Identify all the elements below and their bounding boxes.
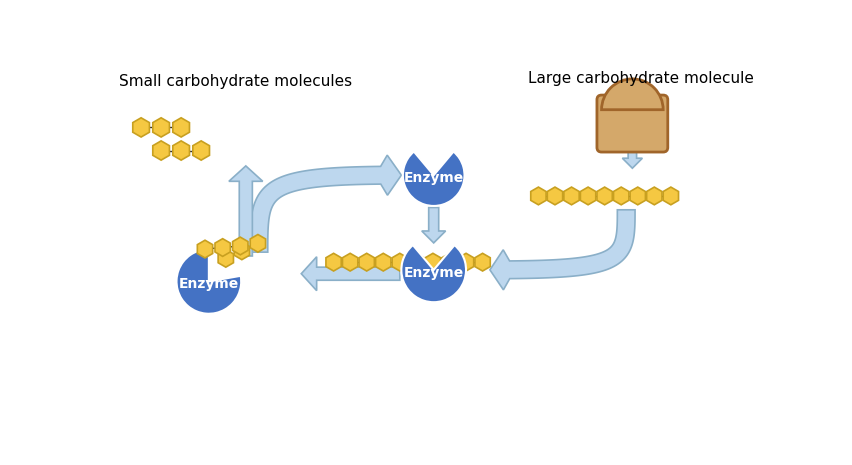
Text: Large carbohydrate molecule: Large carbohydrate molecule [527, 71, 753, 86]
Polygon shape [563, 187, 579, 205]
Polygon shape [475, 253, 490, 271]
Polygon shape [425, 253, 440, 271]
Polygon shape [530, 187, 545, 205]
Polygon shape [197, 240, 212, 258]
Polygon shape [622, 147, 642, 168]
Polygon shape [133, 118, 149, 137]
Polygon shape [215, 239, 230, 256]
Polygon shape [630, 187, 645, 205]
Polygon shape [489, 210, 634, 290]
Polygon shape [441, 253, 457, 271]
Polygon shape [662, 187, 677, 205]
Polygon shape [153, 141, 170, 160]
Text: Enzyme: Enzyme [403, 266, 463, 280]
Polygon shape [547, 187, 562, 205]
Wedge shape [402, 152, 464, 206]
Text: Small carbohydrate molecules: Small carbohydrate molecules [118, 73, 352, 88]
Polygon shape [579, 187, 595, 205]
Polygon shape [233, 237, 248, 255]
Polygon shape [173, 118, 189, 137]
Polygon shape [218, 249, 233, 267]
Text: Enzyme: Enzyme [403, 171, 463, 185]
Wedge shape [601, 79, 662, 110]
Polygon shape [343, 253, 357, 271]
Polygon shape [421, 207, 445, 243]
FancyBboxPatch shape [596, 95, 667, 152]
Polygon shape [301, 257, 400, 291]
Polygon shape [458, 253, 473, 271]
Polygon shape [193, 141, 210, 160]
Text: Enzyme: Enzyme [179, 278, 239, 292]
Polygon shape [228, 166, 262, 256]
Polygon shape [173, 141, 189, 160]
Polygon shape [392, 253, 407, 271]
Polygon shape [325, 253, 341, 271]
Polygon shape [596, 187, 612, 205]
Wedge shape [401, 245, 465, 302]
Polygon shape [359, 253, 374, 271]
Polygon shape [613, 187, 628, 205]
Polygon shape [234, 242, 250, 259]
Polygon shape [250, 234, 265, 252]
Polygon shape [153, 118, 170, 137]
Polygon shape [250, 155, 401, 252]
Polygon shape [408, 253, 423, 271]
Wedge shape [176, 249, 241, 314]
Polygon shape [646, 187, 661, 205]
Polygon shape [375, 253, 390, 271]
